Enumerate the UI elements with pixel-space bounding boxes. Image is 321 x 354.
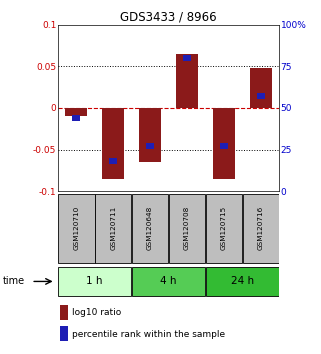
Text: GSM120715: GSM120715 — [221, 206, 227, 251]
Bar — [132, 267, 205, 296]
Text: 4 h: 4 h — [160, 276, 177, 286]
Bar — [243, 194, 279, 263]
Bar — [183, 55, 191, 61]
Bar — [109, 158, 117, 164]
Text: GSM120711: GSM120711 — [110, 206, 116, 251]
Bar — [146, 143, 154, 149]
Text: time: time — [3, 276, 25, 286]
Text: GSM120648: GSM120648 — [147, 206, 153, 251]
Text: percentile rank within the sample: percentile rank within the sample — [73, 330, 226, 338]
Bar — [206, 194, 242, 263]
Text: log10 ratio: log10 ratio — [73, 308, 122, 317]
Text: 24 h: 24 h — [231, 276, 254, 286]
Bar — [257, 93, 265, 99]
Bar — [250, 68, 272, 108]
Bar — [95, 194, 131, 263]
Bar — [72, 115, 80, 121]
Text: GSM120708: GSM120708 — [184, 206, 190, 251]
Bar — [60, 326, 68, 341]
Bar — [213, 108, 235, 179]
Bar — [102, 108, 124, 179]
Bar — [220, 143, 228, 149]
Bar — [169, 194, 205, 263]
Bar — [58, 194, 94, 263]
Bar — [139, 108, 161, 162]
Bar — [60, 305, 68, 320]
Title: GDS3433 / 8966: GDS3433 / 8966 — [120, 11, 217, 24]
Bar — [65, 108, 87, 116]
Bar — [206, 267, 279, 296]
Bar — [132, 194, 168, 263]
Text: GSM120710: GSM120710 — [73, 206, 79, 251]
Bar — [58, 267, 131, 296]
Text: 1 h: 1 h — [86, 276, 103, 286]
Text: GSM120716: GSM120716 — [258, 206, 264, 251]
Bar — [176, 54, 198, 108]
